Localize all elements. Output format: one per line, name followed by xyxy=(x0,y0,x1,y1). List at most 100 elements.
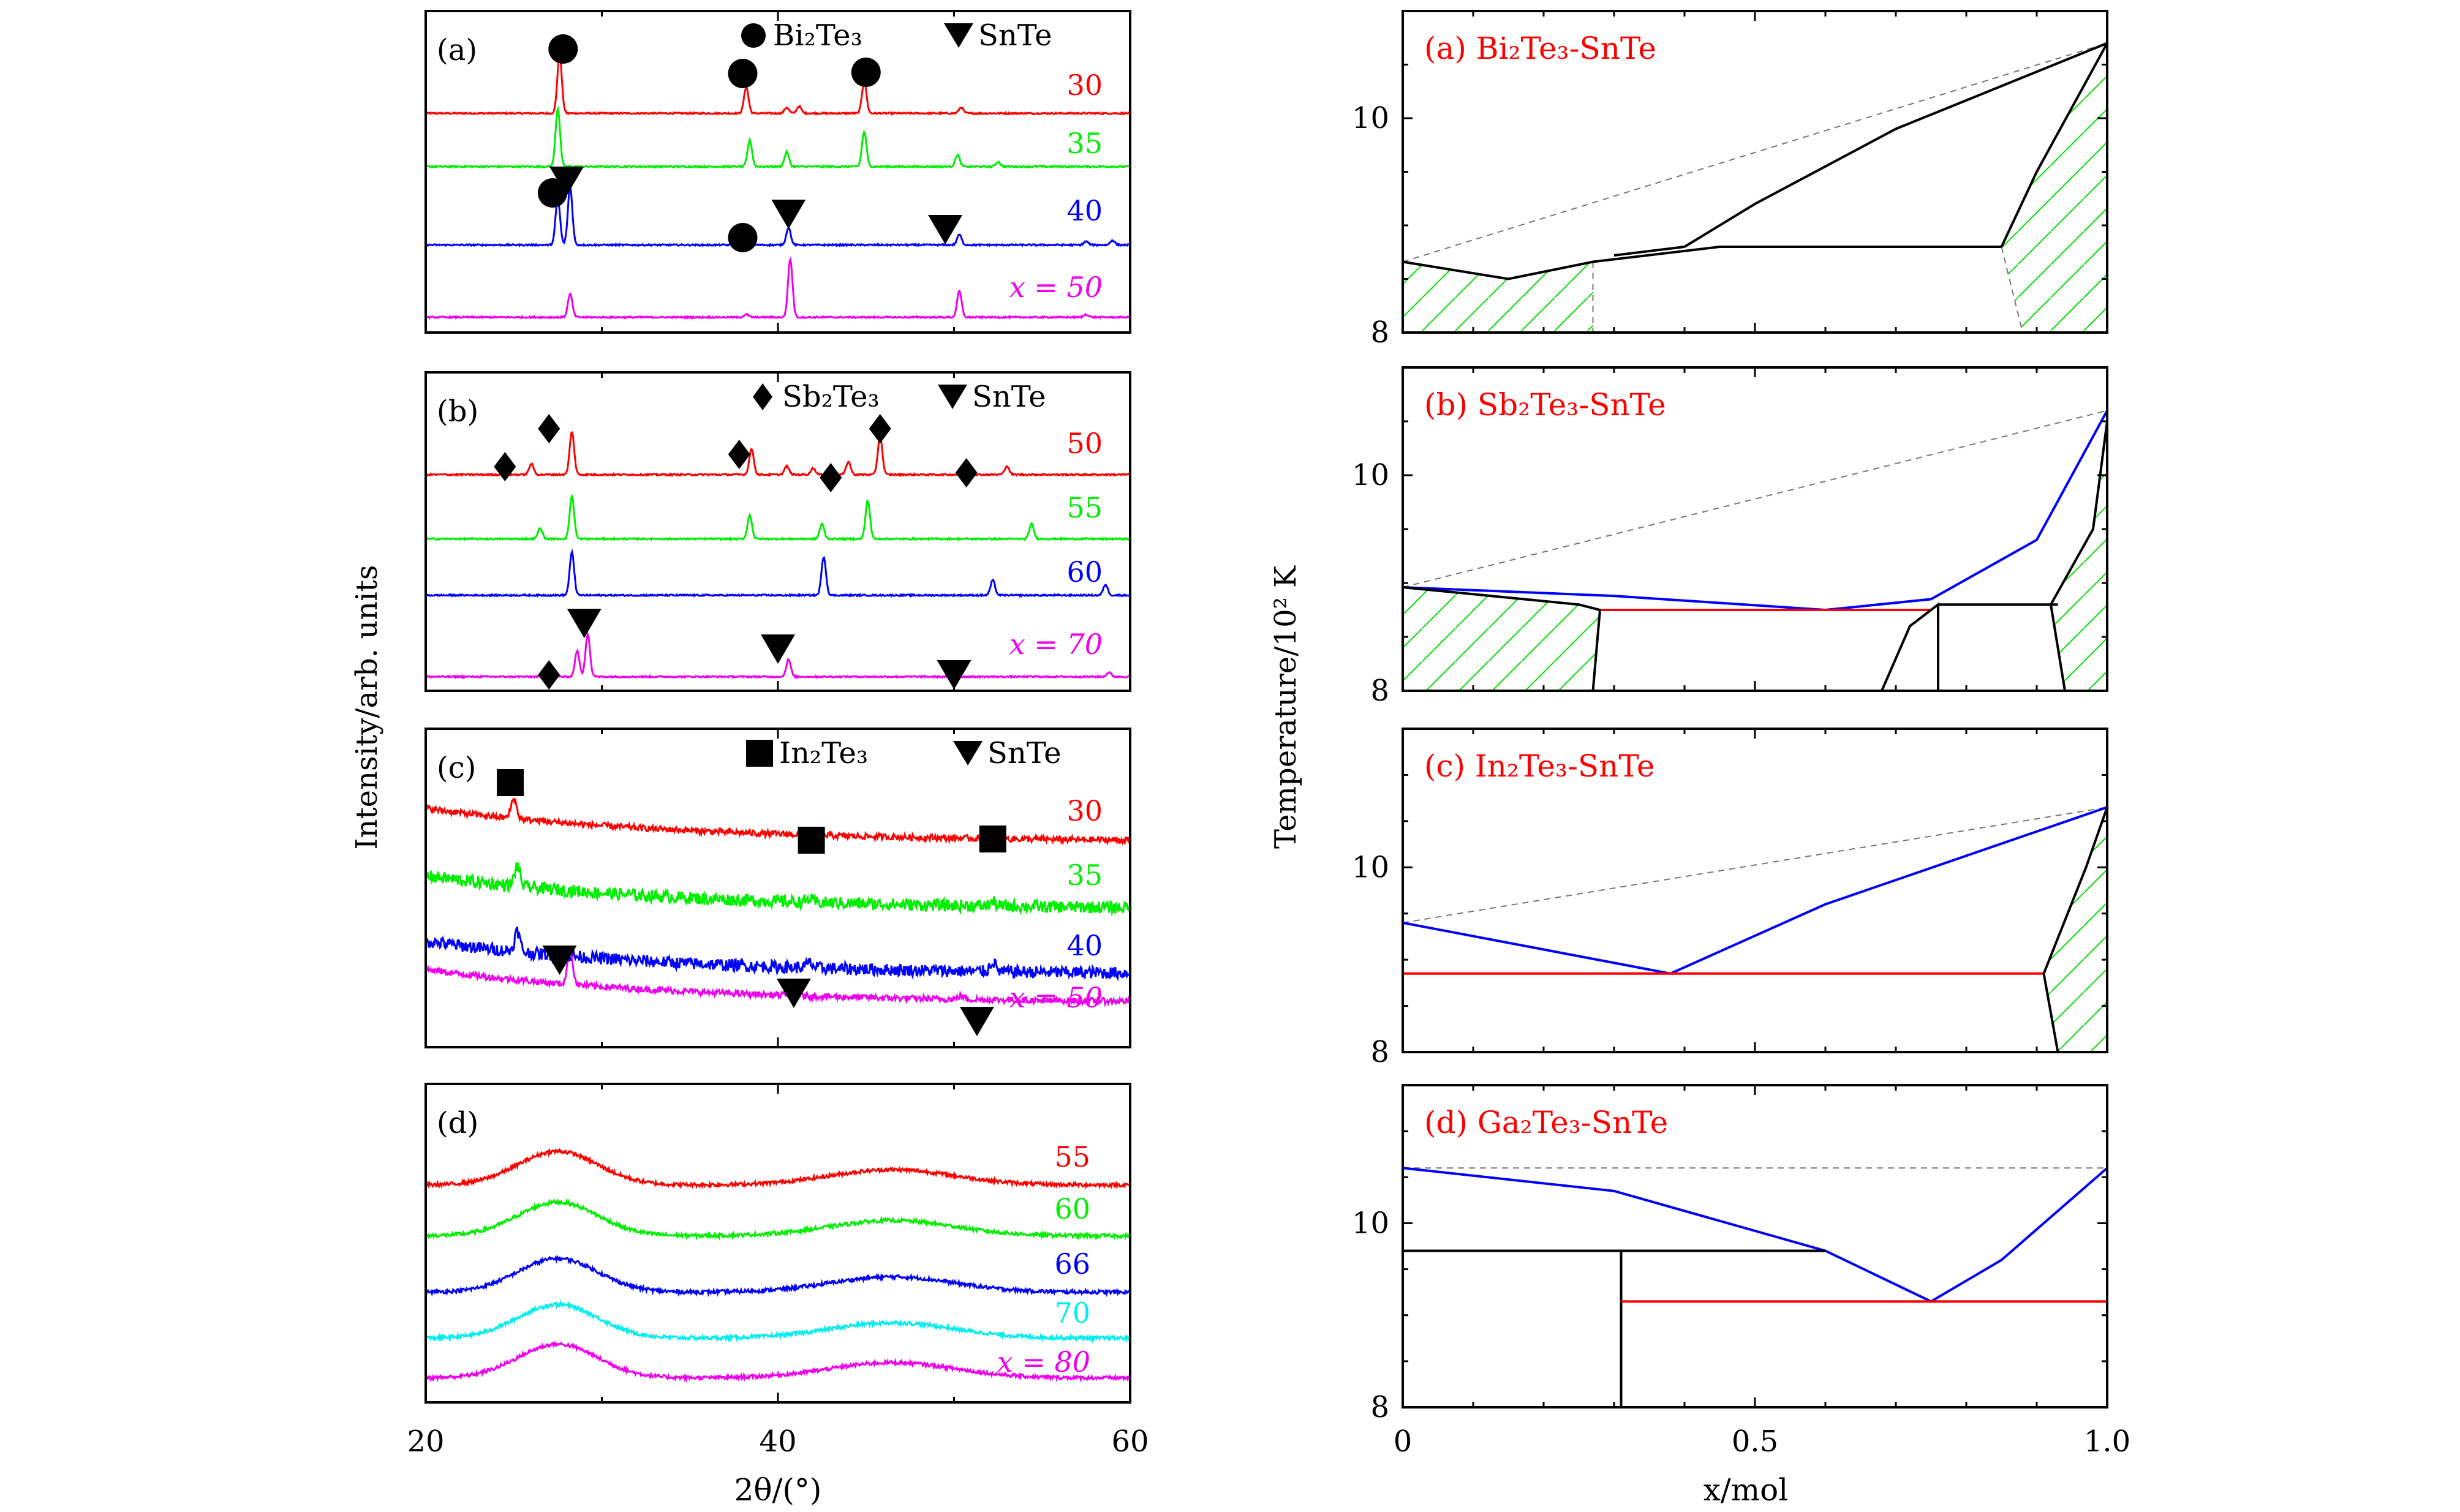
phase-line-3 xyxy=(2042,807,2108,1053)
diamond-marker xyxy=(869,414,891,443)
xrd-series-label-3: 60 xyxy=(1066,555,1103,589)
xrd-trace-3 xyxy=(426,925,1130,982)
phase-x-tick-label: 0.5 xyxy=(1732,1424,1778,1459)
circle-marker xyxy=(851,58,881,87)
triangle-marker xyxy=(937,660,972,690)
xrd-trace-3 xyxy=(426,1254,1130,1298)
phase-panel-a: (a) Bi₂Te₃-SnTe 8 10 xyxy=(1352,10,2108,350)
circle-marker xyxy=(728,223,758,252)
triangle-marker xyxy=(567,609,602,638)
xrd-trace-2 xyxy=(426,105,1130,170)
xrd-panel-d: 55 60 66 70 x = 80 (d) 20 40 60 xyxy=(407,1083,1149,1459)
circle-marker xyxy=(548,34,578,64)
xrd-series-label-1: 30 xyxy=(1066,794,1103,827)
legend-triangle-icon xyxy=(938,385,967,409)
diamond-marker xyxy=(728,440,750,469)
phase-y-tick-label: 8 xyxy=(1370,674,1389,708)
phase-y-tick-label: 10 xyxy=(1352,1206,1389,1240)
phase-x-tick-label: 0 xyxy=(1394,1424,1413,1459)
legend-label-2: SnTe xyxy=(978,18,1052,53)
hatched-region xyxy=(1403,587,1600,691)
diamond-marker xyxy=(538,414,560,443)
xrd-x-axis-label: 2θ/(°) xyxy=(734,1472,822,1508)
phase-y-tick-label: 8 xyxy=(1370,315,1389,350)
phase-y-tick-label: 8 xyxy=(1370,1390,1389,1424)
triangle-marker xyxy=(959,1007,994,1036)
hatched-region xyxy=(2001,43,2107,333)
xrd-trace-1 xyxy=(426,431,1130,478)
xrd-curves xyxy=(426,51,1130,320)
legend-square-icon xyxy=(746,740,773,767)
xrd-panel-c: 30 35 40 x = 50 In₂Te₃ SnTe (c) xyxy=(424,728,1131,1048)
square-marker xyxy=(497,769,524,796)
xrd-series-label-4: x = 50 xyxy=(1009,271,1103,304)
diamond-marker xyxy=(538,660,560,690)
triangle-marker xyxy=(542,946,577,975)
panel-letter: (b) xyxy=(437,394,478,429)
dashed-line xyxy=(2001,246,2023,333)
panel-letter: (d) xyxy=(437,1106,478,1140)
phase-y-tick-label: 8 xyxy=(1370,1035,1389,1069)
phase-line-4 xyxy=(2000,42,2108,247)
xrd-series-label-2: 55 xyxy=(1066,491,1103,524)
xrd-trace-5 xyxy=(426,1340,1130,1383)
xrd-trace-2 xyxy=(426,494,1130,542)
xrd-y-axis-label: Intensity/arb. units xyxy=(350,565,384,850)
diamond-marker xyxy=(820,463,842,492)
phase-line-1 xyxy=(1402,806,2108,975)
xrd-series-label-4: x = 70 xyxy=(1009,628,1103,661)
phase-x-axis-label: x/mol xyxy=(1704,1472,1789,1508)
xrd-trace-2 xyxy=(426,1197,1130,1241)
hatched-region xyxy=(2043,807,2107,1052)
phase-panel-b: (b) Sb₂Te₃-SnTe 8 10 xyxy=(1352,366,2108,708)
phase-line-1 xyxy=(1402,410,2108,612)
legend-label-1: Sb₂Te₃ xyxy=(782,380,880,414)
dashed-line xyxy=(1402,42,2108,263)
phase-panel-title: (d) Ga₂Te₃-SnTe xyxy=(1424,1105,1668,1140)
phase-y-axis-label: Temperature/10² K xyxy=(1269,565,1303,849)
triangle-marker xyxy=(776,979,811,1008)
xrd-trace-4 xyxy=(426,950,1130,1007)
legend-label-1: In₂Te₃ xyxy=(779,736,868,770)
xrd-series-label-4: x = 50 xyxy=(1009,981,1103,1014)
xrd-trace-4 xyxy=(426,256,1130,320)
phase-line-5 xyxy=(1881,602,1939,691)
square-marker xyxy=(798,827,825,854)
xrd-x-tick-label: 60 xyxy=(1111,1424,1149,1459)
xrd-curves xyxy=(426,797,1130,1007)
hatched-region xyxy=(1403,261,1593,333)
xrd-series-label-2: 35 xyxy=(1066,859,1103,892)
triangle-marker xyxy=(771,200,806,229)
xrd-series-label-3: 66 xyxy=(1054,1247,1090,1281)
legend-diamond-icon xyxy=(753,383,772,410)
xrd-trace-3 xyxy=(426,548,1130,598)
xrd-curves xyxy=(426,1147,1130,1383)
xrd-trace-1 xyxy=(426,1147,1130,1190)
phase-panel-title: (b) Sb₂Te₃-SnTe xyxy=(1424,387,1666,423)
xrd-series-label-3: 40 xyxy=(1066,194,1103,227)
phase-line-3 xyxy=(1402,586,1602,691)
xrd-trace-1 xyxy=(426,797,1130,846)
legend-triangle-icon xyxy=(953,741,983,765)
xrd-panel-b: 50 55 60 x = 70 Sb₂Te₃ SnTe (b) xyxy=(424,371,1131,692)
phase-panel-d: (d) Ga₂Te₃-SnTe 8 10 0 0.5 1.0 xyxy=(1352,1084,2130,1459)
panel-letter: (c) xyxy=(437,751,476,785)
phase-line-1 xyxy=(1402,246,2002,280)
xrd-x-tick-label: 20 xyxy=(407,1424,444,1459)
square-marker xyxy=(979,826,1006,852)
triangle-marker xyxy=(761,634,795,664)
circle-marker xyxy=(538,178,567,208)
xrd-series-label-2: 60 xyxy=(1054,1192,1090,1225)
xrd-x-tick-label: 40 xyxy=(759,1424,796,1459)
dashed-line xyxy=(1402,807,2108,923)
xrd-series-label-5: x = 80 xyxy=(997,1345,1090,1378)
phase-y-tick-label: 10 xyxy=(1352,850,1389,884)
xrd-curves xyxy=(426,431,1130,680)
xrd-series-label-4: 70 xyxy=(1054,1296,1090,1330)
xrd-series-label-3: 40 xyxy=(1066,929,1103,962)
legend-triangle-icon xyxy=(944,23,973,48)
xrd-series-label-1: 50 xyxy=(1066,427,1103,460)
phase-y-tick-label: 10 xyxy=(1352,101,1389,135)
legend-circle-icon xyxy=(741,23,766,48)
